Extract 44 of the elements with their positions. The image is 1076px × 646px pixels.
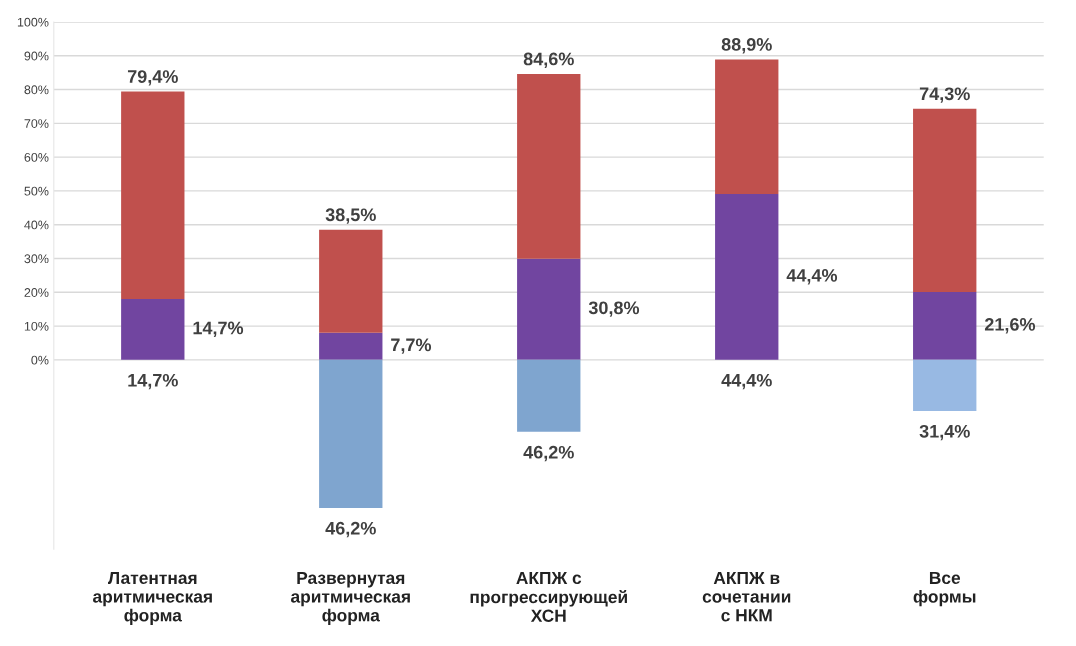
annotation: 38,5% bbox=[325, 208, 376, 224]
x-tick-label: АКПЖ с прогрессирующей ХСН bbox=[470, 571, 627, 622]
bar bbox=[913, 108, 977, 292]
annotation: 44,4% bbox=[786, 269, 838, 285]
y-tick-label: 100% bbox=[17, 17, 49, 27]
annotation: 46,2% bbox=[523, 445, 574, 462]
bar bbox=[319, 229, 383, 333]
annotation: 14,7% bbox=[128, 373, 178, 390]
annotation: 84,6% bbox=[523, 52, 574, 68]
annotation: 14,7% bbox=[193, 321, 244, 337]
bar bbox=[121, 299, 185, 360]
y-tick-label: 20% bbox=[24, 288, 49, 297]
bar bbox=[913, 359, 977, 411]
y-tick-label: 60% bbox=[24, 152, 49, 162]
y-tick-label: 70% bbox=[24, 119, 49, 128]
annotation: 88,9% bbox=[721, 38, 772, 54]
bar bbox=[319, 332, 383, 360]
bar bbox=[913, 291, 977, 360]
annotation: 44,4% bbox=[721, 373, 772, 390]
bar bbox=[517, 359, 581, 432]
bar bbox=[517, 74, 581, 259]
bar bbox=[715, 59, 779, 194]
x-tick-label: Все формы bbox=[913, 571, 976, 607]
annotation: 31,4% bbox=[919, 424, 970, 441]
y-tick-label: 30% bbox=[24, 254, 49, 264]
annotation: 7,7% bbox=[391, 338, 432, 354]
x-tick-label: Латентная аритмическая форма bbox=[93, 571, 212, 625]
x-tick-label: Развернутая аритмическая форма bbox=[291, 571, 410, 625]
y-tick-label: 90% bbox=[24, 51, 49, 61]
annotation: 74,3% bbox=[919, 87, 970, 103]
annotation: 21,6% bbox=[984, 317, 1036, 334]
bar bbox=[715, 193, 779, 360]
annotation: 30,8% bbox=[588, 301, 640, 317]
y-tick-label: 50% bbox=[24, 186, 49, 196]
annotation: 46,2% bbox=[325, 521, 376, 538]
bar bbox=[121, 91, 185, 300]
y-tick-label: 40% bbox=[24, 220, 49, 230]
annotation: 79,4% bbox=[127, 70, 178, 86]
y-tick-label: 0% bbox=[31, 355, 49, 365]
bar bbox=[319, 359, 383, 508]
x-tick-label: АКПЖ в сочетании с НКМ bbox=[702, 571, 791, 622]
y-tick-label: 80% bbox=[24, 85, 49, 95]
bar bbox=[517, 258, 581, 360]
y-tick-label: 10% bbox=[24, 321, 49, 331]
